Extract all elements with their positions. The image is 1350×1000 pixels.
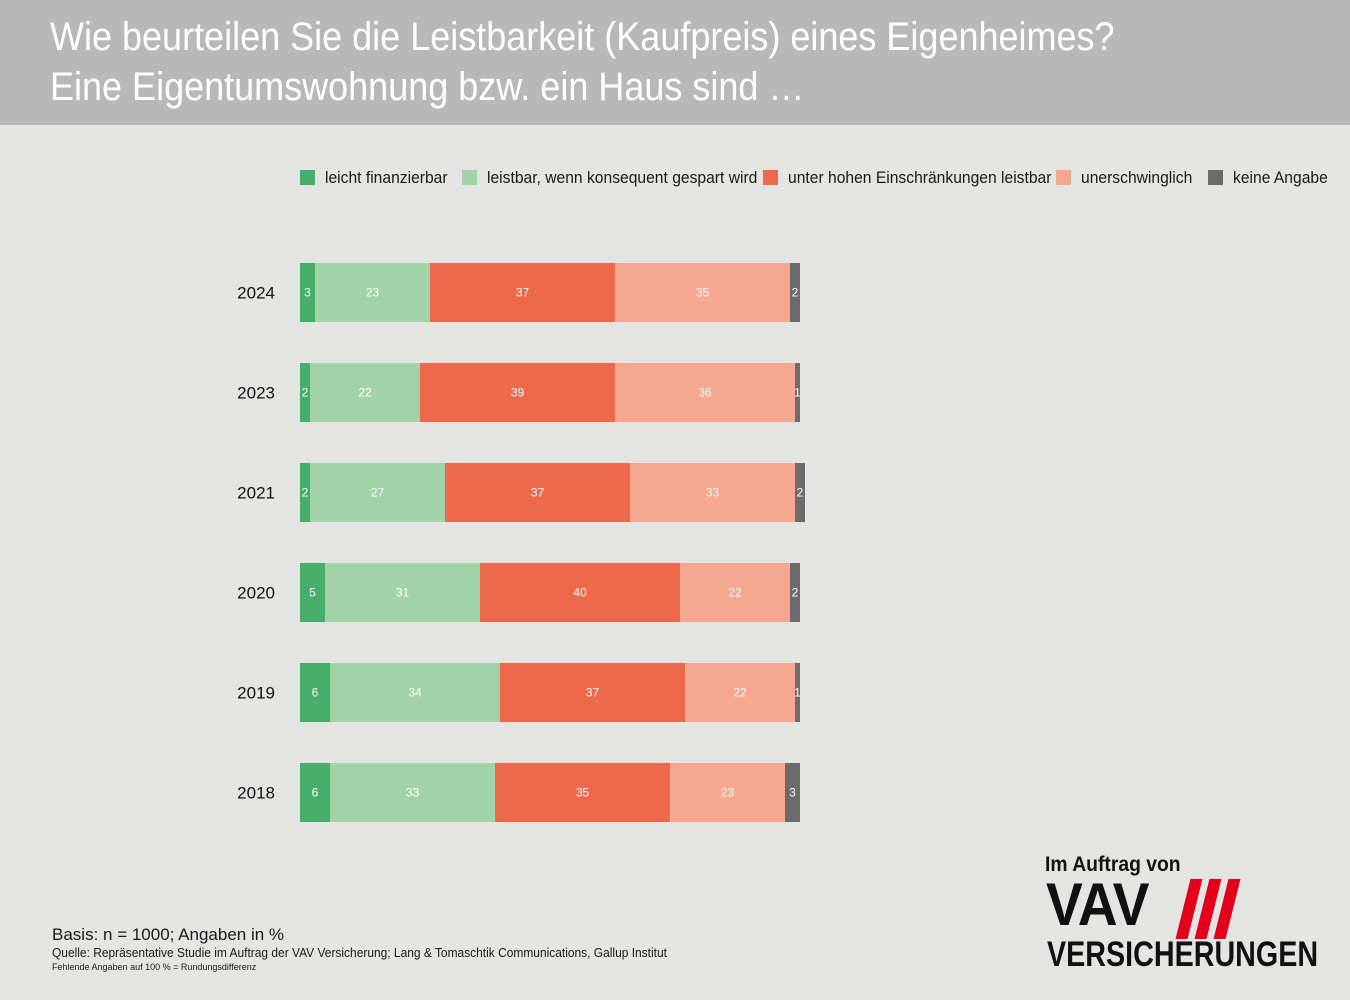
bar-segment-2020-3 (480, 563, 680, 622)
bar-value-label-2023-5: 1 (794, 386, 801, 400)
bar-value-label-2024-3: 37 (516, 286, 530, 300)
bar-value-label-2021-3: 37 (531, 486, 545, 500)
legend-swatch (462, 170, 477, 185)
chart-title-line-1: Wie beurteilen Sie die Leistbarkeit (Kau… (50, 15, 1115, 59)
bar-segment-2024-1 (300, 263, 315, 322)
year-label-2021: 2021 (237, 484, 275, 503)
bar-segment-2019-3 (500, 663, 685, 722)
bar-segment-2021-2 (310, 463, 445, 522)
bar-segment-2024-4 (615, 263, 790, 322)
bar-segment-2020-4 (680, 563, 790, 622)
legend-swatch (1208, 170, 1223, 185)
bar-value-label-2023-3: 39 (511, 386, 525, 400)
bar-value-label-2018-3: 35 (576, 786, 590, 800)
bar-value-label-2019-2: 34 (408, 686, 422, 700)
bar-segment-2020-1 (300, 563, 325, 622)
bar-value-label-2021-5: 2 (797, 486, 804, 500)
bar-value-label-2020-3: 40 (573, 586, 587, 600)
bar-value-label-2019-5: 1 (794, 686, 801, 700)
bar-segment-2019-4 (685, 663, 795, 722)
bar-segment-2023-1 (300, 363, 310, 422)
logo-brand: VAV (1046, 871, 1149, 938)
year-label-2019: 2019 (237, 684, 275, 703)
bar-value-label-2020-5: 2 (792, 586, 799, 600)
bar-segment-2023-5 (795, 363, 800, 422)
bar-segment-2019-5 (795, 663, 800, 722)
bar-segment-2018-1 (300, 763, 330, 822)
legend-label: leistbar, wenn konsequent gespart wird (487, 168, 758, 187)
legend-label: unerschwinglich (1081, 168, 1193, 187)
bar-segment-2021-4 (630, 463, 795, 522)
bar-segment-2018-4 (670, 763, 785, 822)
legend-label: leicht finanzierbar (325, 168, 448, 187)
bar-segment-2023-2 (310, 363, 420, 422)
bar-segment-2019-1 (300, 663, 330, 722)
title-banner: Wie beurteilen Sie die Leistbarkeit (Kau… (0, 0, 1350, 125)
bar-segment-2018-2 (330, 763, 495, 822)
bar-segment-2019-2 (330, 663, 500, 722)
bar-segment-2018-3 (495, 763, 670, 822)
legend-label: keine Angabe (1233, 168, 1328, 187)
year-label-2024: 2024 (237, 284, 275, 303)
logo-caption: Im Auftrag von (1045, 853, 1181, 876)
bar-value-label-2023-2: 22 (358, 386, 372, 400)
bar-value-label-2023-4: 36 (698, 386, 712, 400)
bar-value-label-2018-1: 6 (312, 786, 319, 800)
bar-value-label-2018-2: 33 (406, 786, 420, 800)
bar-value-label-2024-1: 3 (304, 286, 311, 300)
bar-segment-2020-5 (790, 563, 800, 622)
bar-value-label-2021-1: 2 (302, 486, 309, 500)
bar-segment-2023-4 (615, 363, 795, 422)
bar-segment-2021-3 (445, 463, 630, 522)
bar-segment-2024-5 (790, 263, 800, 322)
legend-swatch (1056, 170, 1071, 185)
bar-segment-2024-3 (430, 263, 615, 322)
bar-value-label-2024-2: 23 (366, 286, 380, 300)
bar-value-label-2021-4: 33 (706, 486, 720, 500)
bar-segment-2020-2 (325, 563, 480, 622)
footer-basis: Basis: n = 1000; Angaben in % (52, 925, 285, 944)
footer-note: Fehlende Angaben auf 100 % = Rundungsdif… (52, 962, 257, 972)
bar-segment-2021-1 (300, 463, 310, 522)
bar-segment-2018-5 (785, 763, 800, 822)
bar-value-label-2018-4: 23 (721, 786, 735, 800)
bar-segment-2021-5 (795, 463, 805, 522)
bar-value-label-2020-4: 22 (728, 586, 742, 600)
bar-value-label-2019-4: 22 (733, 686, 747, 700)
bar-value-label-2019-1: 6 (312, 686, 319, 700)
bar-value-label-2018-5: 3 (789, 786, 796, 800)
legend-label: unter hohen Einschränkungen leistbar (788, 168, 1052, 187)
bar-value-label-2023-1: 2 (302, 386, 309, 400)
year-label-2018: 2018 (237, 784, 275, 803)
bar-value-label-2024-4: 35 (696, 286, 710, 300)
chart-title-line-2: Eine Eigentumswohnung bzw. ein Haus sind… (50, 65, 805, 109)
logo-subtitle: VERSICHERUNGEN (1047, 935, 1319, 974)
legend-swatch (763, 170, 778, 185)
bar-value-label-2019-3: 37 (586, 686, 600, 700)
bar-value-label-2021-2: 27 (371, 486, 385, 500)
footer-source: Quelle: Repräsentative Studie im Auftrag… (52, 945, 667, 960)
bar-segment-2024-2 (315, 263, 430, 322)
bar-value-label-2020-1: 5 (309, 586, 316, 600)
year-label-2020: 2020 (237, 584, 275, 603)
year-label-2023: 2023 (237, 384, 275, 403)
bar-segment-2023-3 (420, 363, 615, 422)
bar-value-label-2024-5: 2 (792, 286, 799, 300)
logo-stripes-icon (1175, 879, 1241, 939)
bar-value-label-2020-2: 31 (396, 586, 410, 600)
legend-swatch (300, 170, 315, 185)
